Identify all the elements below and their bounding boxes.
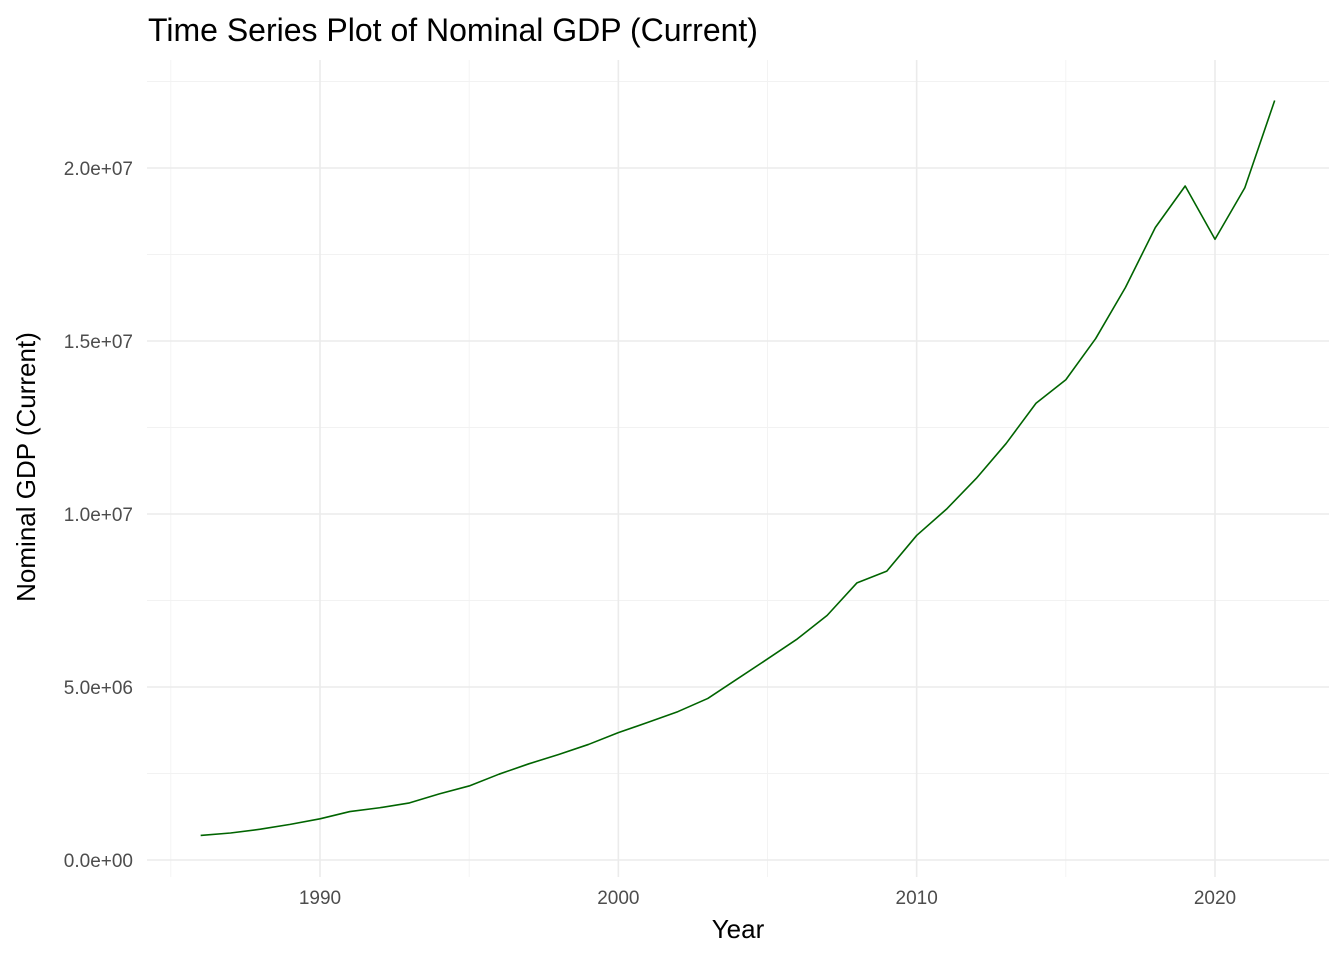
y-axis-title: Nominal GDP (Current) [11,332,41,602]
x-tick-label: 1990 [299,888,341,909]
series-layer [200,100,1276,837]
x-axis-title: Year [712,914,765,944]
y-tick-label: 1.0e+07 [64,505,133,526]
y-tick-label: 1.5e+07 [64,332,133,353]
x-tick-label: 2000 [597,888,639,909]
x-tick-label: 2010 [896,888,938,909]
x-tick-label: 2020 [1194,888,1236,909]
grid-layer [147,60,1329,877]
y-tick-label: 2.0e+07 [64,159,133,180]
y-tick-label: 0.0e+00 [64,851,133,872]
gdp-series-line [200,100,1276,837]
y-tick-label: 5.0e+06 [64,678,133,699]
tick-labels: 1990 2000 2010 2020 0.0e+00 5.0e+06 1.0e+07 1.5… [64,159,1236,909]
chart-title: Time Series Plot of Nominal GDP (Current… [148,12,758,48]
